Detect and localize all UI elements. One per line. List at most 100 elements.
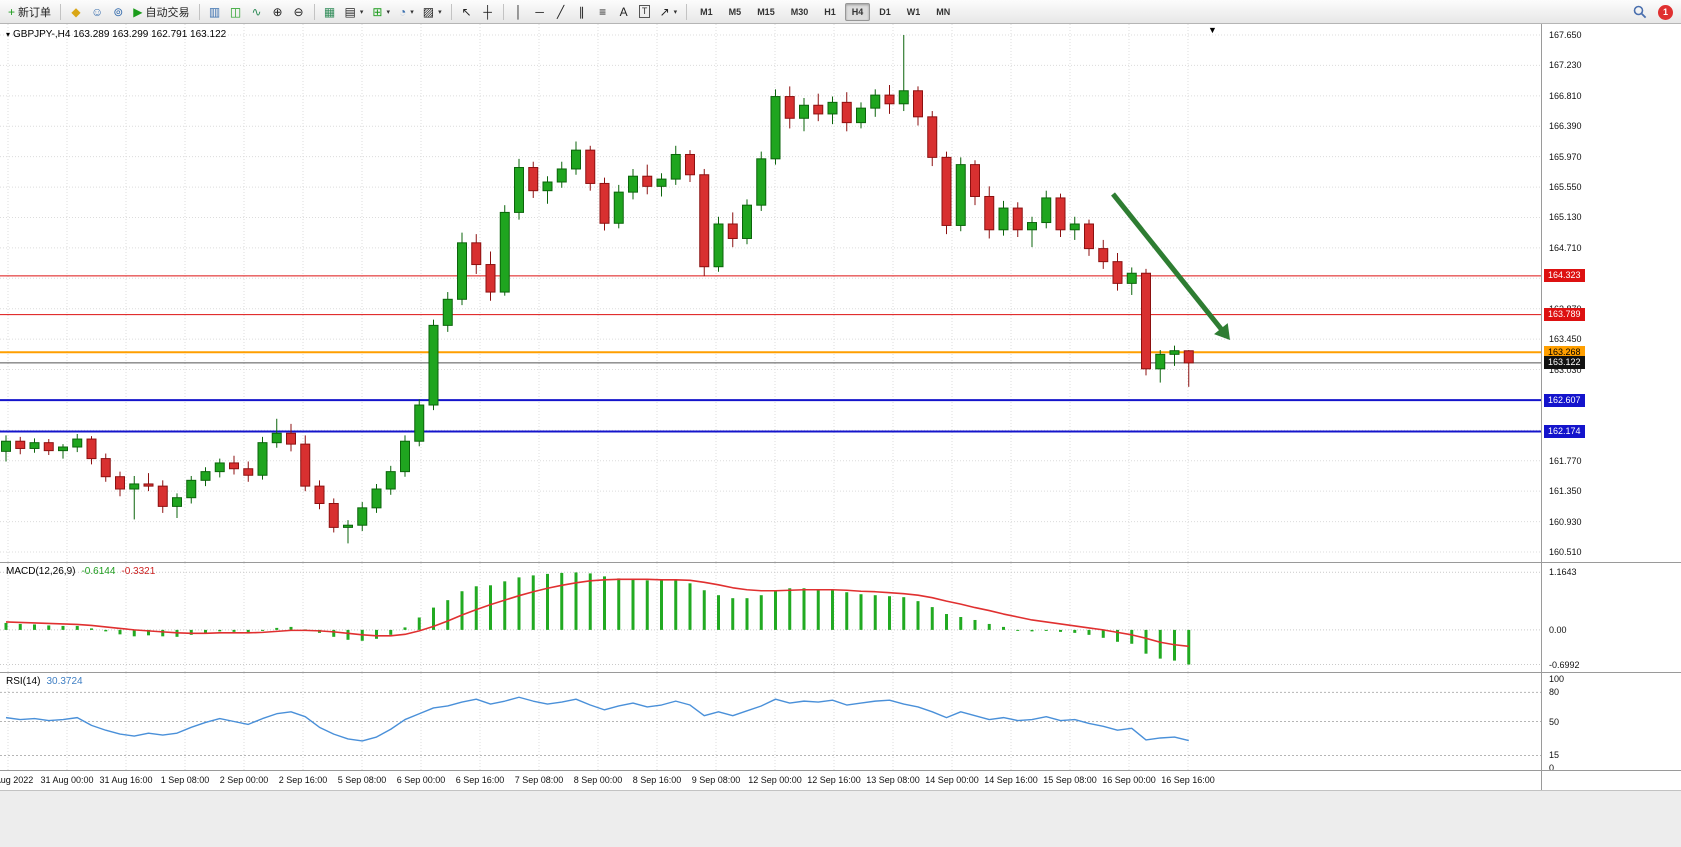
bar-chart-icon: ▥ <box>208 4 221 19</box>
time-axis[interactable]: 30 Aug 2022 31 Aug 00:00 31 Aug 16:00 1 Sep… <box>0 771 1541 790</box>
trendline-button[interactable]: ╱ <box>551 2 571 22</box>
price-axis-label: 164.710 <box>1549 242 1582 253</box>
rsi-axis-label: 15 <box>1549 750 1560 761</box>
periods-button[interactable]: ◔ ▾ <box>395 2 418 22</box>
horizontal-line-button[interactable]: ─ <box>530 2 550 22</box>
fibonacci-button[interactable]: ≡ <box>593 2 613 22</box>
rsi-value: 30.3724 <box>46 676 83 687</box>
horizontal-line-icon: ─ <box>535 4 544 19</box>
rsi-pane[interactable]: RSI(14) 30.3724 <box>0 673 1541 770</box>
time-axis-label: 1 Sep 08:00 <box>160 775 210 785</box>
macd-signal-value: -0.3321 <box>121 566 156 577</box>
text-label-button[interactable]: T <box>635 2 655 22</box>
template-icon: ▨ <box>422 4 435 19</box>
zoom-out-button[interactable]: ⊖ <box>289 2 309 22</box>
time-axis-label: 2 Sep 16:00 <box>278 775 328 785</box>
rsi-axis-label: 100 <box>1549 674 1565 684</box>
rsi-label: RSI(14) 30.3724 <box>6 676 83 687</box>
line-chart-button[interactable]: ∿ <box>247 2 267 22</box>
accounts-icon: ☺ <box>91 4 104 19</box>
text-button[interactable]: A <box>614 2 634 22</box>
vertical-line-button[interactable]: │ <box>509 2 529 22</box>
time-axis-label: 7 Sep 08:00 <box>514 775 564 785</box>
time-axis-label: 13 Sep 08:00 <box>866 775 920 785</box>
time-axis-label: 14 Sep 00:00 <box>925 775 979 785</box>
search-button[interactable] <box>1629 2 1651 22</box>
chevron-down-icon: ▾ <box>410 8 414 16</box>
toolbar-separator <box>60 3 62 20</box>
symbol-period-label: GBPJPY-,H4 <box>13 29 71 40</box>
toolbar-separator <box>313 3 315 20</box>
crosshair-button[interactable]: ┼ <box>478 2 498 22</box>
timeframe-button-m5[interactable]: M5 <box>722 3 749 21</box>
timeframe-button-mn[interactable]: MN <box>929 3 957 21</box>
arrow-object-icon: ↗ <box>659 4 670 19</box>
rsi-axis-label: 50 <box>1549 716 1560 727</box>
quote-open: 163.289 <box>73 29 110 40</box>
price-badge-163.789: 163.789 <box>1544 308 1585 322</box>
timeframe-button-m1[interactable]: M1 <box>693 3 720 21</box>
add-indicator-button[interactable]: ⊞ ▾ <box>368 2 394 22</box>
timeframe-group: M1 M5 M15 M30 H1 H4 D1 W1 MN <box>692 2 958 21</box>
text-icon: A <box>619 4 628 19</box>
time-axis-label: 6 Sep 16:00 <box>455 775 505 785</box>
grid-icon: ▦ <box>323 4 336 19</box>
zoom-in-button[interactable]: ⊕ <box>268 2 288 22</box>
time-axis-label: 9 Sep 08:00 <box>691 775 741 785</box>
trendline-icon: ╱ <box>556 4 565 19</box>
macd-pane[interactable]: MACD(12,26,9) -0.6144 -0.3321 <box>0 563 1541 672</box>
price-axis-label: 167.230 <box>1549 60 1582 71</box>
cursor-icon: ↖ <box>461 4 472 19</box>
auto-trading-button[interactable]: ▶ 自动交易 <box>129 2 193 22</box>
price-axis-label: 166.390 <box>1549 121 1582 132</box>
price-axis-label: 165.130 <box>1549 212 1582 223</box>
rsi-axis-label: 80 <box>1549 687 1560 698</box>
price-badge-164.323: 164.323 <box>1544 269 1585 283</box>
bar-chart-button[interactable]: ▥ <box>205 2 225 22</box>
web-button[interactable]: ⊚ <box>108 2 128 22</box>
globe-icon: ⊚ <box>113 4 124 19</box>
indicators-button[interactable]: ▤ ▾ <box>341 2 368 22</box>
timeframe-button-m30[interactable]: M30 <box>784 3 816 21</box>
pane-splitter[interactable] <box>0 672 1681 673</box>
chevron-down-icon: ▾ <box>386 8 390 16</box>
templates-button[interactable]: ▨ ▾ <box>419 2 446 22</box>
timeframe-button-h4[interactable]: H4 <box>844 2 871 21</box>
timeframe-button-m15[interactable]: M15 <box>750 3 782 21</box>
macd-name: MACD(12,26,9) <box>6 566 76 577</box>
price-axis-label: 161.770 <box>1549 455 1582 466</box>
cursor-button[interactable]: ↖ <box>457 2 477 22</box>
grid-button[interactable]: ▦ <box>320 2 340 22</box>
time-axis-label: 14 Sep 16:00 <box>984 775 1038 785</box>
candlestick-chart-button[interactable]: ◫ <box>226 2 246 22</box>
timeframe-button-w1[interactable]: W1 <box>900 3 928 21</box>
fibonacci-icon: ≡ <box>599 4 607 19</box>
pane-splitter <box>0 770 1681 771</box>
pane-splitter[interactable] <box>0 562 1681 563</box>
toolbar-separator <box>198 3 200 20</box>
price-axis[interactable]: 167.650 167.230 166.810 166.390 165.970 165.5… <box>1541 24 1681 790</box>
new-order-button[interactable]: + 新订单 <box>4 2 55 22</box>
price-axis-label: 161.350 <box>1549 486 1582 497</box>
price-axis-label: 160.510 <box>1549 547 1582 557</box>
accounts-button[interactable]: ☺ <box>87 2 107 22</box>
time-axis-label: 12 Sep 16:00 <box>807 775 861 785</box>
price-chart-pane[interactable]: ▾ GBPJPY-,H4 163.289 163.299 162.791 163.… <box>0 24 1541 562</box>
price-axis-label: 163.030 <box>1549 364 1582 375</box>
trend-arrow-annotation <box>1111 192 1226 334</box>
arrows-button[interactable]: ↗ ▾ <box>656 2 682 22</box>
price-axis-label: 167.650 <box>1549 30 1582 40</box>
timeframe-button-h1[interactable]: H1 <box>817 3 843 21</box>
time-axis-label: 15 Sep 08:00 <box>1043 775 1097 785</box>
notification-badge[interactable]: 1 <box>1658 4 1673 20</box>
market-watch-button[interactable]: ◆ <box>66 2 86 22</box>
time-axis-label: 8 Sep 16:00 <box>632 775 682 785</box>
toolbar: + 新订单 ◆ ☺ ⊚ ▶ 自动交易 ▥ ◫ ∿ ⊕ ⊖ ▦ ▤ ▾ ⊞ ▾ ◔ <box>0 0 1681 24</box>
toolbar-separator <box>502 3 504 20</box>
channel-button[interactable]: ∥ <box>572 2 592 22</box>
text-label-icon: T <box>638 5 651 18</box>
window-bottom-strip <box>0 790 1681 847</box>
chart-shift-marker[interactable]: ▼ <box>1208 25 1217 35</box>
timeframe-button-d1[interactable]: D1 <box>872 3 898 21</box>
time-axis-label: 8 Sep 00:00 <box>573 775 623 785</box>
